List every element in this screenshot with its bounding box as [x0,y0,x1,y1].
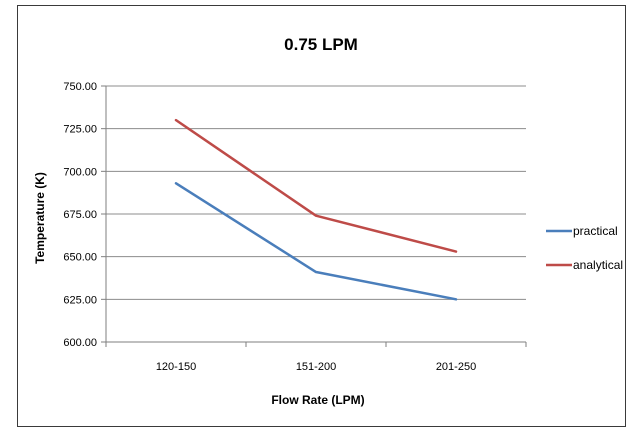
y-tick-label: 650.00 [63,252,97,264]
y-tick-label: 725.00 [63,124,97,136]
y-tick-labels: 600.00 625.00 650.00 675.00 700.00 725.00 750.… [63,81,97,349]
y-tick-label: 625.00 [63,294,97,306]
chart-title: 0.75 LPM [284,35,358,54]
x-tick-labels: 120-150 151-200 201-250 [156,361,476,373]
y-tick-label: 700.00 [63,166,97,178]
y-tick-label: 600.00 [63,337,97,349]
x-axis-label: Flow Rate (LPM) [271,393,364,407]
legend-label-analytical: analytical [573,258,623,272]
y-axis-label: Temperature (K) [33,172,47,264]
legend: practical analytical [546,224,623,272]
x-tick-label: 120-150 [156,361,196,373]
gridlines [106,85,526,300]
x-tick-label: 151-200 [296,361,336,373]
y-tick-label: 750.00 [63,81,97,93]
axes [101,85,527,347]
series-line-analytical [174,118,458,253]
legend-label-practical: practical [573,224,618,238]
x-tick-label: 201-250 [436,361,476,373]
y-tick-label: 675.00 [63,209,97,221]
series-lines [174,118,458,301]
